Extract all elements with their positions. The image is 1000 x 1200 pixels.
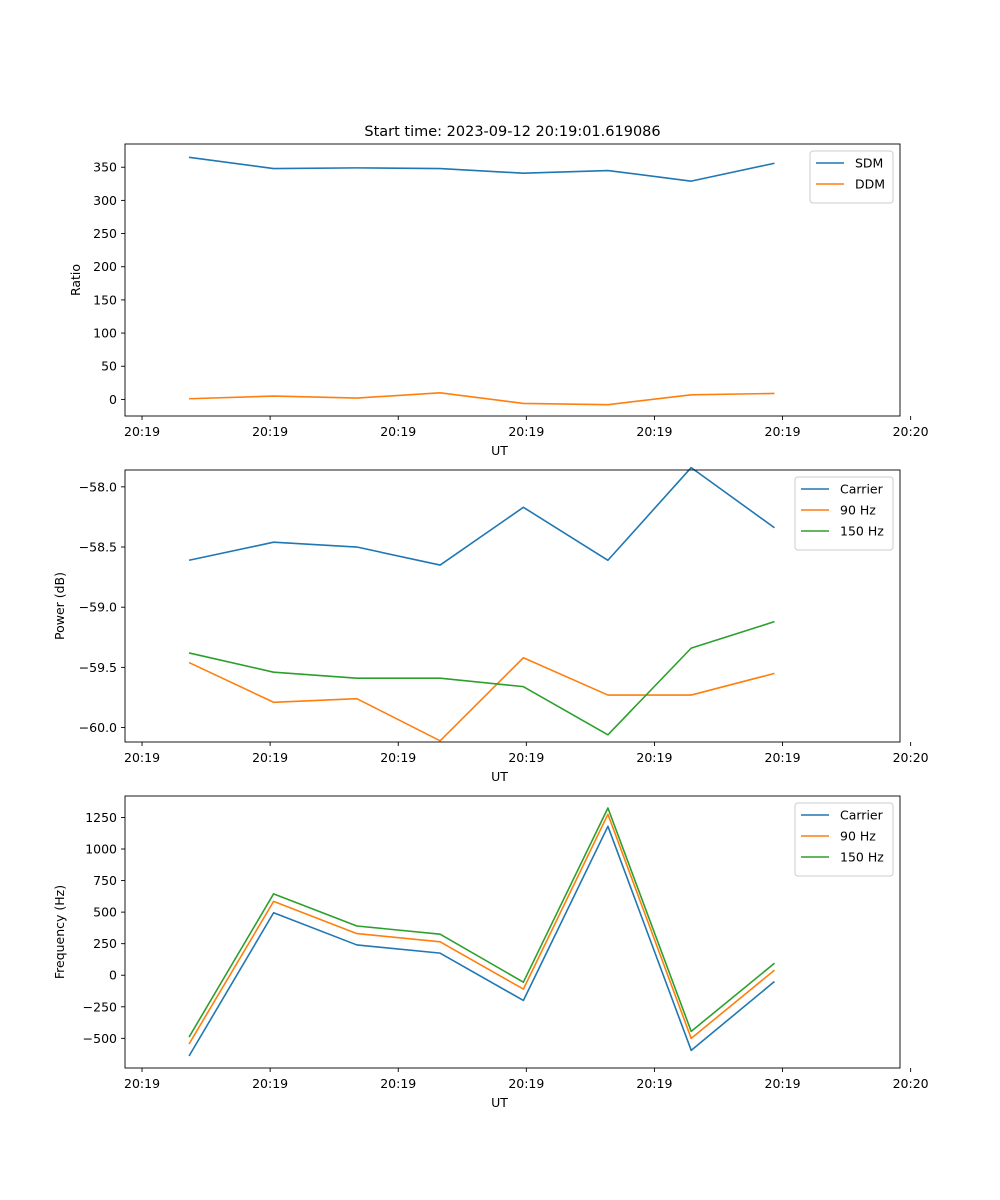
x-tick-label: 20:19 [380,424,416,439]
y-axis-label: Power (dB) [52,572,67,640]
series-line-150-hz [188,807,775,1038]
y-tick-label: 100 [93,326,117,341]
series-line-ddm [189,391,775,406]
y-tick-label: 500 [93,905,117,920]
y-tick-label: 0 [109,968,117,983]
x-tick-label: 20:19 [124,1076,160,1091]
legend-label: 150 Hz [840,850,884,865]
x-axis-label: UT [491,1095,508,1110]
legend-label: Carrier [840,808,884,823]
y-tick-label: 1000 [85,842,117,857]
x-tick-label: 20:19 [124,424,160,439]
y-tick-label: 300 [93,193,117,208]
plot-area [125,470,900,742]
y-tick-label: −58.0 [79,479,117,494]
series-line-150-hz [188,620,775,736]
y-tick-label: −59.0 [79,600,117,615]
x-tick-label: 20:19 [765,1076,801,1091]
legend-label: 90 Hz [840,503,876,518]
legend: Carrier 90 Hz 150 Hz [794,476,894,551]
x-tick-label: 20:19 [636,1076,672,1091]
y-tick-label: 250 [93,226,117,241]
x-tick-label: 20:20 [893,1076,929,1091]
x-tick-label: 20:20 [893,750,929,765]
y-axis-label: Frequency (Hz) [52,885,67,979]
figure-title: Start time: 2023-09-12 20:19:01.619086 [364,124,660,140]
series-line-carrier [188,825,775,1057]
series-line-carrier [188,466,775,566]
y-tick-label: 350 [93,160,117,175]
x-tick-label: 20:19 [380,750,416,765]
x-tick-label: 20:19 [124,750,160,765]
y-tick-label: −59.5 [79,660,117,675]
legend-label: SDM [855,156,883,171]
x-tick-label: 20:19 [252,424,288,439]
legend-label: Carrier [840,482,884,497]
y-axis-label: Ratio [68,264,83,296]
y-tick-label: −250 [83,999,117,1014]
y-tick-label: 0 [109,392,117,407]
x-tick-label: 20:19 [252,1076,288,1091]
legend: Carrier 90 Hz 150 Hz [794,802,894,877]
x-tick-label: 20:19 [636,750,672,765]
y-tick-label: 750 [93,873,117,888]
y-tick-label: 250 [93,936,117,951]
x-tick-label: 20:19 [765,424,801,439]
legend: SDM DDM [809,150,894,204]
x-tick-label: 20:20 [893,424,929,439]
axes-frame [124,795,901,1069]
y-tick-label: 150 [93,292,117,307]
axes-frame [124,143,901,417]
legend-label: 150 Hz [840,524,884,539]
chart-0: 20:19 20:19 20:19 20:19 20:19 20:19 20:20 0 50 10… [68,143,929,458]
y-tick-label: −58.5 [79,540,117,555]
plot-area [125,144,900,416]
x-axis-label: UT [491,443,508,458]
x-tick-label: 20:19 [508,750,544,765]
y-tick-label: −60.0 [79,720,117,735]
plots-container: 20:19 20:19 20:19 20:19 20:19 20:19 20:20 0 50 10… [52,143,929,1110]
chart-2: 20:19 20:19 20:19 20:19 20:19 20:19 20:20 −500 −… [52,795,929,1110]
y-tick-label: −500 [83,1031,117,1046]
series-line-90-hz [188,813,775,1045]
chart-1: 20:19 20:19 20:19 20:19 20:19 20:19 20:20 −60.0… [52,466,929,784]
series-line-90-hz [188,656,775,742]
x-tick-label: 20:19 [636,424,672,439]
y-tick-label: 50 [101,359,117,374]
legend-label: 90 Hz [840,829,876,844]
series-line-sdm [188,156,775,182]
y-tick-label: 200 [93,259,117,274]
x-tick-label: 20:19 [380,1076,416,1091]
x-tick-label: 20:19 [508,1076,544,1091]
x-tick-label: 20:19 [765,750,801,765]
x-axis-label: UT [491,769,508,784]
legend-box [809,150,894,204]
x-tick-label: 20:19 [252,750,288,765]
plot-area [125,796,900,1068]
axes-frame [124,469,901,743]
x-tick-label: 20:19 [508,424,544,439]
legend-label: DDM [855,177,885,192]
y-tick-label: 1250 [85,810,117,825]
